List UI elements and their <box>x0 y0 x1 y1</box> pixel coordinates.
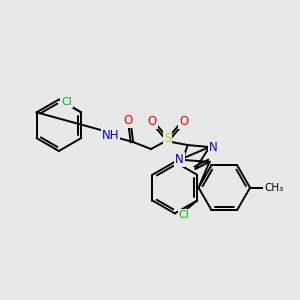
Text: NH: NH <box>102 129 119 142</box>
Text: N: N <box>175 153 184 167</box>
Text: O: O <box>147 115 157 128</box>
Text: Cl: Cl <box>178 210 189 220</box>
Text: CH₃: CH₃ <box>264 183 284 193</box>
Text: Cl: Cl <box>61 98 72 107</box>
Text: S: S <box>164 132 172 145</box>
Text: O: O <box>179 115 188 128</box>
Text: O: O <box>124 114 133 127</box>
Text: N: N <box>209 140 218 154</box>
